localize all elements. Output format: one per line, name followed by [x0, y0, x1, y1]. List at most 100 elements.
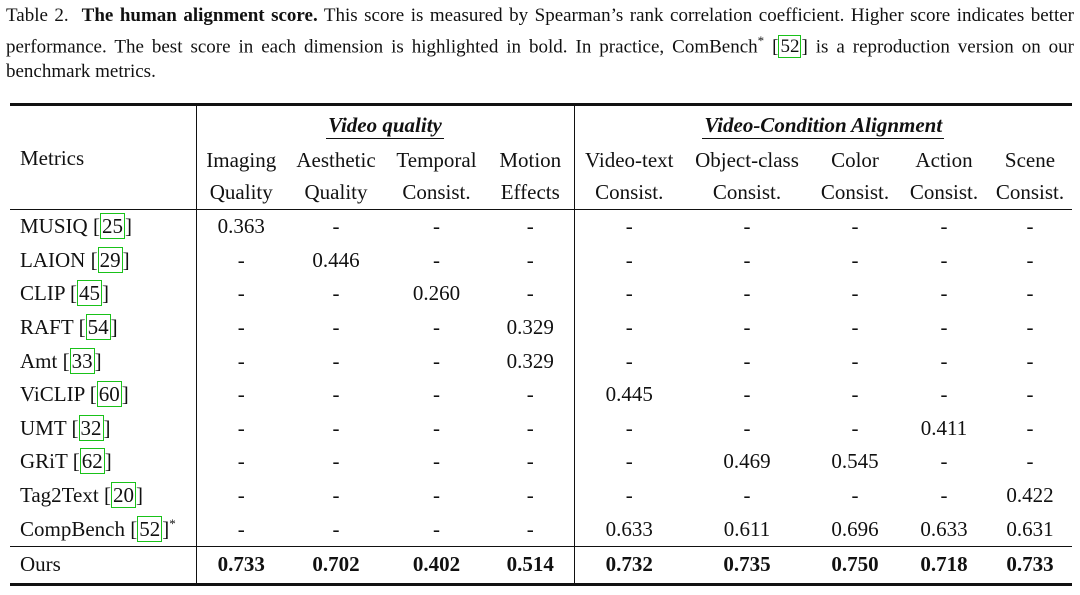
empty-corner-cell: [10, 104, 197, 144]
score-cell: -: [625, 348, 633, 373]
score-cell: -: [625, 281, 633, 306]
score-cell: 0.469: [723, 449, 771, 474]
score-cell: -: [433, 382, 440, 407]
score-cell: -: [625, 449, 633, 474]
score-cell: -: [237, 449, 245, 474]
score-cell: -: [433, 247, 440, 272]
metric-name: Tag2Text: [20, 483, 99, 508]
score-cell: -: [940, 483, 948, 508]
column-header-bottom: Effects: [487, 176, 575, 210]
citation-link[interactable]: 29: [97, 246, 123, 273]
column-header-top: Color: [831, 147, 879, 172]
citation-link[interactable]: 52: [137, 516, 163, 543]
metric-name: GRiT: [20, 449, 68, 474]
score-cell: -: [487, 243, 575, 278]
citation-link[interactable]: 45: [76, 280, 102, 307]
group-video-condition-alignment: Video-Condition Alignment: [702, 112, 945, 139]
score-cell: -: [487, 512, 575, 547]
score-cell: 0.545: [831, 449, 879, 474]
score-cell: -: [851, 415, 859, 440]
score-cell: -: [487, 208, 575, 244]
score-cell: 0.733: [988, 545, 1072, 585]
score-cell: -: [237, 382, 245, 407]
score-cell: -: [574, 208, 684, 244]
citation-link[interactable]: 60: [96, 381, 122, 408]
table-row: GRiT [62] - - - - - 0.469 0.545 - -: [10, 445, 1072, 479]
score-cell: -: [900, 208, 988, 244]
score-cell: -: [940, 247, 948, 272]
score-cell: 0.696: [831, 516, 879, 541]
score-cell: 0.514: [487, 545, 575, 585]
group-header-row: Video quality Video-Condition Alignment: [10, 104, 1072, 144]
score-cell: 0.446: [312, 247, 360, 272]
citation-link[interactable]: 25: [99, 213, 125, 240]
caption-text-end: is a reproduction version on our benchma…: [6, 36, 1074, 83]
metric-name: ViCLIP: [20, 382, 85, 407]
star-mark: *: [169, 516, 176, 532]
score-cell: -: [851, 281, 859, 306]
caption-title: The human alignment score.: [81, 5, 318, 26]
header-row-2: Quality Quality Consist. Effects Consist. Con…: [10, 176, 1072, 210]
score-cell: 0.445: [605, 382, 653, 407]
metric-name-cell: Tag2Text [20]: [10, 478, 197, 513]
citation-link[interactable]: 20: [110, 482, 136, 509]
score-cell: -: [332, 382, 340, 407]
metric-name-cell: LAION [29]: [10, 243, 197, 278]
caption-text: This score is measured by Spearman’s ran…: [6, 5, 1074, 58]
header-row-1: Metrics Imaging Aesthetic Temporal Motion Vi…: [10, 144, 1072, 210]
citation-link[interactable]: 33: [69, 347, 95, 374]
score-cell: 0.702: [286, 545, 386, 585]
column-header-top: Video-text: [584, 147, 674, 172]
human-alignment-table: Video quality Video-Condition Alignment …: [10, 103, 1072, 586]
score-cell: -: [625, 483, 633, 508]
metric-name: MUSIQ: [20, 214, 88, 239]
caption-citation-link[interactable]: 52: [778, 35, 802, 59]
score-cell: -: [1026, 247, 1034, 272]
table-row: LAION [29] - 0.446 - - - - - - -: [10, 243, 1072, 278]
score-cell: 0.611: [723, 516, 771, 541]
column-header-bottom: Quality: [209, 180, 273, 204]
table-caption: Table 2. The human alignment score. This…: [6, 5, 1074, 83]
score-cell: -: [743, 483, 751, 508]
score-cell: -: [237, 247, 245, 272]
column-header-bottom: Consist.: [820, 180, 890, 204]
score-cell: -: [386, 208, 487, 244]
table-row: RAFT [54] - - - 0.329 - - - - -: [10, 310, 1072, 345]
score-cell: 0.260: [412, 281, 461, 306]
score-cell: -: [1026, 315, 1034, 340]
score-cell: -: [743, 315, 751, 340]
score-cell: -: [988, 208, 1072, 244]
ours-row: Ours 0.733 0.702 0.402 0.514 0.732 0.735 0.750 0…: [10, 545, 1072, 585]
score-cell: -: [743, 415, 751, 440]
citation-link[interactable]: 62: [79, 448, 105, 475]
citation-link[interactable]: 54: [85, 314, 111, 341]
table-row: UMT [32] - - - - - - - 0.411 -: [10, 411, 1072, 446]
score-cell: -: [940, 382, 948, 407]
score-cell: -: [237, 315, 245, 340]
score-cell: -: [433, 483, 440, 508]
score-cell: 0.329: [487, 310, 575, 345]
score-cell: -: [940, 315, 948, 340]
score-cell: -: [810, 208, 900, 244]
score-cell: -: [1026, 348, 1034, 373]
score-cell: -: [487, 277, 575, 311]
score-cell: -: [940, 281, 948, 306]
citation-link[interactable]: 32: [78, 414, 104, 441]
score-cell: 0.633: [605, 516, 653, 541]
score-cell: -: [487, 478, 575, 513]
metric-name: UMT: [20, 415, 67, 440]
table-row: Amt [33] - - - 0.329 - - - - -: [10, 344, 1072, 378]
metric-name: Amt: [20, 348, 58, 373]
score-cell: 0.422: [1006, 483, 1054, 508]
score-cell: 0.411: [920, 415, 968, 440]
score-cell: 0.631: [1006, 516, 1054, 541]
score-cell: -: [940, 449, 948, 474]
column-header-top: Scene: [1004, 147, 1056, 172]
table-row: CompBench [52]* - - - - 0.633 0.611 0.696 0.633 0…: [10, 512, 1072, 547]
score-cell: -: [625, 315, 633, 340]
metric-name: Ours: [20, 552, 61, 577]
metric-name-cell: CLIP [45]: [10, 277, 197, 311]
score-cell: -: [332, 449, 340, 474]
score-cell: -: [237, 483, 245, 508]
score-cell: -: [237, 281, 245, 306]
